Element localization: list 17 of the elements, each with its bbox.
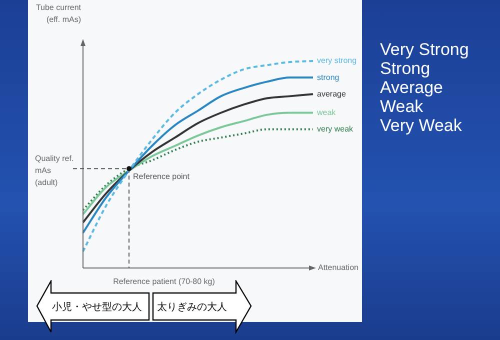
ref-line-label: Quality ref. mAs (adult) [35, 154, 74, 187]
text: Average [380, 78, 444, 97]
x-axis-title: Reference patient (70-80 kg) [113, 277, 216, 286]
text: 小児・やせ型の大人 [52, 300, 142, 314]
series-label: weak [316, 108, 337, 117]
annotation: Reference point [133, 172, 190, 181]
text: Very Strong [380, 40, 469, 59]
text: Strong [380, 59, 432, 78]
y-axis-title: Tube current (eff. mAs) [36, 3, 82, 24]
series-label: average [317, 89, 346, 98]
series-label: strong [317, 72, 340, 82]
series-label: very weak [317, 124, 354, 134]
text: Attenuation [318, 263, 358, 272]
text: Very Weak [380, 116, 463, 135]
text: Weak [380, 97, 424, 116]
series-label: very strong [317, 56, 357, 66]
text: 太りぎみの大人 [157, 300, 227, 314]
